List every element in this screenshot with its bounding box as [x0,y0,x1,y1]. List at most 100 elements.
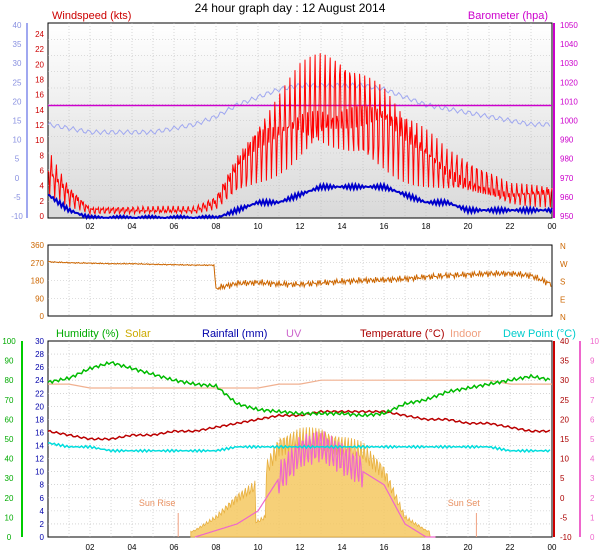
barometer-axis-label: Barometer (hpa) [468,10,548,22]
rainfall-tick: 18 [35,415,44,424]
temperature-tick: 10 [560,455,569,464]
humidity-tick: 50 [5,435,14,444]
legend-item: Humidity (%) [56,328,119,340]
humidity-tick: 30 [5,474,14,483]
rainfall-tick: 8 [40,481,45,490]
climate-x-tick: 08 [212,543,221,552]
outer-left-tick: 0 [15,174,20,183]
outer-left-tick: 25 [13,78,22,87]
windspeed-average-line [47,181,553,221]
humidity-tick: 40 [5,455,14,464]
windspeed-tick: 12 [35,121,44,130]
uv-tick: 10 [590,337,599,346]
climate-x-tick: 20 [464,543,473,552]
rainfall-tick: 16 [35,428,44,437]
windspeed-tick: 0 [40,212,45,221]
direction-tick: 90 [35,294,44,303]
windspeed-tick: 16 [35,91,44,100]
rainfall-tick: 2 [40,520,45,529]
climate-x-tick: 06 [170,543,179,552]
humidity-line [47,360,551,418]
windspeed-tick: 10 [35,136,44,145]
wind-x-tick: 12 [296,222,305,231]
uv-tick: 9 [590,357,595,366]
barometer-tick: 1030 [560,59,578,68]
rainfall-tick: 10 [35,468,44,477]
rainfall-tick: 24 [35,376,44,385]
wind-x-tick: 18 [422,222,431,231]
wind-x-tick: 04 [128,222,137,231]
barometer-tick: 1010 [560,97,578,106]
climate-x-tick: 16 [380,543,389,552]
temperature-tick: -10 [560,533,572,542]
wind-x-tick: 08 [212,222,221,231]
outer-left-tick: -5 [13,193,21,202]
windspeed-gust-line [47,53,553,216]
compass-tick: W [560,260,568,269]
uv-tick: 4 [590,455,595,464]
outer-left-tick: 20 [13,97,22,106]
wind-x-tick: 22 [506,222,515,231]
outer-scale-line [47,82,551,136]
direction-tick: 180 [31,277,45,286]
wind-direction-line [48,260,552,291]
temperature-tick: 5 [560,474,565,483]
uv-tick: 0 [590,533,595,542]
temperature-line [47,409,551,441]
windspeed-tick: 14 [35,106,44,115]
indoor-line [48,379,552,389]
climate-x-tick: 12 [296,543,305,552]
climate-x-tick: 02 [86,543,95,552]
barometer-tick: 980 [560,155,574,164]
windspeed-axis-label: Windspeed (kts) [52,10,131,22]
climate-x-tick: 14 [338,543,347,552]
outer-left-tick: 30 [13,59,22,68]
climate-x-tick: 10 [254,543,263,552]
windspeed-tick: 18 [35,76,44,85]
wind-x-tick: 10 [254,222,263,231]
sun-set-label: Sun Set [448,498,481,508]
rainfall-tick: 26 [35,363,44,372]
legend-item: Solar [125,328,151,340]
wind-x-tick: 14 [338,222,347,231]
climate-x-tick: 18 [422,543,431,552]
legend-item: Dew Point (°C) [503,328,576,340]
direction-tick: 270 [31,259,45,268]
barometer-tick: 1050 [560,21,578,30]
dew-point-line [47,442,551,453]
uv-tick: 8 [590,376,595,385]
barometer-tick: 1000 [560,117,578,126]
legend-item: Temperature (°C) [360,328,444,340]
legend-item: Indoor [450,328,482,340]
outer-left-tick: -10 [11,212,23,221]
direction-tick: 0 [40,312,45,321]
temperature-tick: 20 [560,415,569,424]
humidity-tick: 10 [5,513,14,522]
barometer-tick: 970 [560,174,574,183]
compass-tick: N [560,242,566,251]
wind-x-tick: 16 [380,222,389,231]
rainfall-tick: 20 [35,402,44,411]
uv-tick: 6 [590,415,595,424]
barometer-tick: 990 [560,136,574,145]
temperature-tick: 15 [560,435,569,444]
windspeed-tick: 8 [40,151,45,160]
climate-x-tick: 00 [548,543,557,552]
rainfall-tick: 22 [35,389,44,398]
humidity-tick: 70 [5,396,14,405]
rainfall-tick: 14 [35,442,44,451]
outer-left-tick: 10 [13,136,22,145]
sun-rise-label: Sun Rise [139,498,176,508]
uv-tick: 3 [590,474,595,483]
outer-left-tick: 15 [13,117,22,126]
temperature-tick: 30 [560,376,569,385]
uv-tick: 5 [590,435,595,444]
outer-left-tick: 40 [13,21,22,30]
wind-x-tick: 02 [86,222,95,231]
temperature-tick: 35 [560,357,569,366]
rainfall-tick: 0 [40,533,45,542]
climate-x-tick: 04 [128,543,137,552]
windspeed-tick: 4 [40,182,45,191]
temperature-tick: 25 [560,396,569,405]
